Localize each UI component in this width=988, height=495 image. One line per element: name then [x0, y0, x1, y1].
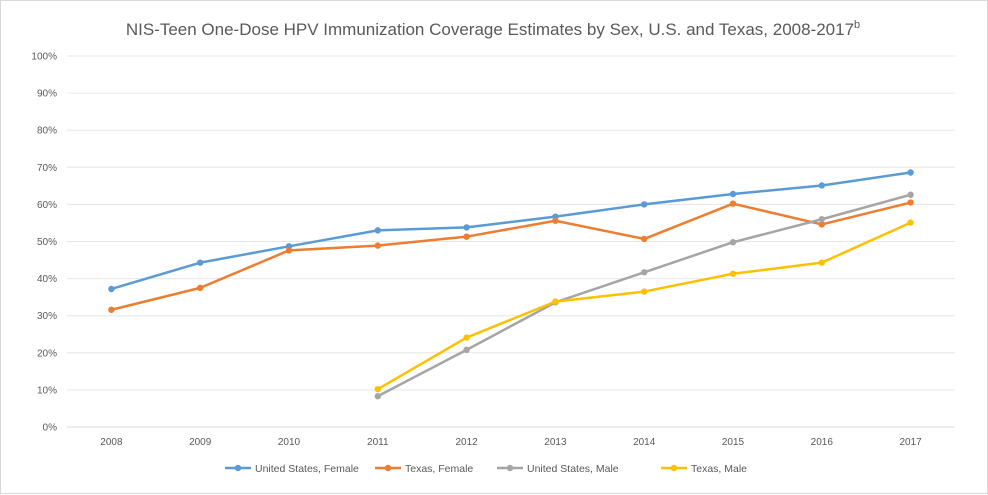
series-group	[374, 219, 914, 393]
legend-swatch-marker	[234, 464, 242, 472]
y-tick-label: 80%	[37, 126, 57, 137]
series-lines	[108, 169, 914, 400]
data-point	[641, 269, 648, 276]
legend-swatch-marker	[670, 464, 678, 472]
legend-item: Texas, Female	[375, 463, 473, 475]
data-point	[729, 190, 737, 198]
data-point	[552, 217, 559, 224]
data-point	[108, 285, 115, 293]
series-group	[108, 169, 914, 293]
x-tick-label: 2010	[278, 437, 301, 448]
legend-label: Texas, Male	[691, 463, 747, 475]
x-tick-label: 2012	[455, 437, 478, 448]
series-line	[376, 193, 912, 398]
legend-swatch-marker	[506, 464, 514, 472]
data-point	[552, 298, 559, 305]
x-tick-label: 2017	[899, 437, 922, 448]
data-point	[463, 224, 470, 231]
legend-label: United States, Female	[255, 463, 359, 475]
data-point	[818, 221, 825, 228]
data-point	[907, 199, 914, 206]
legend: United States, Female Texas, Female United…	[225, 463, 747, 475]
y-tick-label: 100%	[31, 52, 57, 63]
data-point	[374, 385, 381, 393]
data-point	[374, 242, 381, 249]
data-point	[641, 288, 648, 295]
x-tick-label: 2016	[811, 437, 834, 448]
data-point	[907, 169, 914, 176]
legend-item: United States, Female	[225, 463, 359, 475]
gridlines	[67, 55, 955, 428]
data-point	[818, 216, 825, 223]
series-line	[110, 201, 912, 312]
y-tick-label: 0%	[43, 423, 58, 434]
y-tick-label: 40%	[37, 274, 57, 285]
x-tick-label: 2011	[367, 437, 389, 448]
axes: 0% 10% 20% 30% 40% 50% 60% 70% 80% 90% 100% 2008 200…	[31, 52, 922, 449]
data-point	[641, 235, 648, 243]
data-point	[818, 259, 825, 266]
series-line	[376, 221, 912, 391]
data-point	[729, 200, 737, 207]
data-point	[907, 219, 914, 226]
data-point	[285, 247, 293, 254]
data-point	[729, 239, 737, 246]
data-point	[463, 233, 470, 240]
x-tick-label: 2009	[189, 437, 212, 448]
x-tick-label: 2015	[722, 437, 745, 448]
chart-title: NIS-Teen One-Dose HPV Immunization Cover…	[126, 19, 860, 39]
data-point	[197, 259, 204, 266]
data-point	[374, 227, 381, 234]
legend-label: United States, Male	[527, 463, 619, 475]
series-line	[110, 171, 912, 291]
legend-item: Texas, Male	[661, 463, 747, 475]
y-tick-label: 90%	[37, 89, 57, 100]
y-tick-label: 50%	[37, 237, 57, 248]
x-tick-label: 2008	[100, 437, 123, 448]
data-point	[374, 393, 381, 400]
legend-swatch-marker	[384, 464, 392, 472]
data-point	[197, 284, 204, 292]
series-group	[108, 199, 914, 313]
y-tick-label: 70%	[37, 163, 57, 174]
y-tick-label: 60%	[37, 200, 57, 211]
chart-title-superscript: b	[854, 19, 860, 31]
y-tick-label: 30%	[37, 311, 57, 322]
data-point	[818, 182, 825, 189]
data-point	[729, 270, 737, 277]
x-tick-label: 2013	[544, 437, 567, 448]
legend-item: United States, Male	[497, 463, 619, 475]
x-tick-label: 2014	[633, 437, 656, 448]
y-tick-label: 10%	[37, 385, 57, 396]
data-point	[463, 334, 470, 341]
legend-label: Texas, Female	[405, 463, 473, 475]
data-point	[108, 306, 115, 313]
data-point	[463, 346, 470, 354]
data-point	[641, 201, 648, 208]
data-point	[907, 191, 914, 198]
chart-title-main: NIS-Teen One-Dose HPV Immunization Cover…	[126, 20, 854, 39]
y-tick-label: 20%	[37, 348, 57, 359]
